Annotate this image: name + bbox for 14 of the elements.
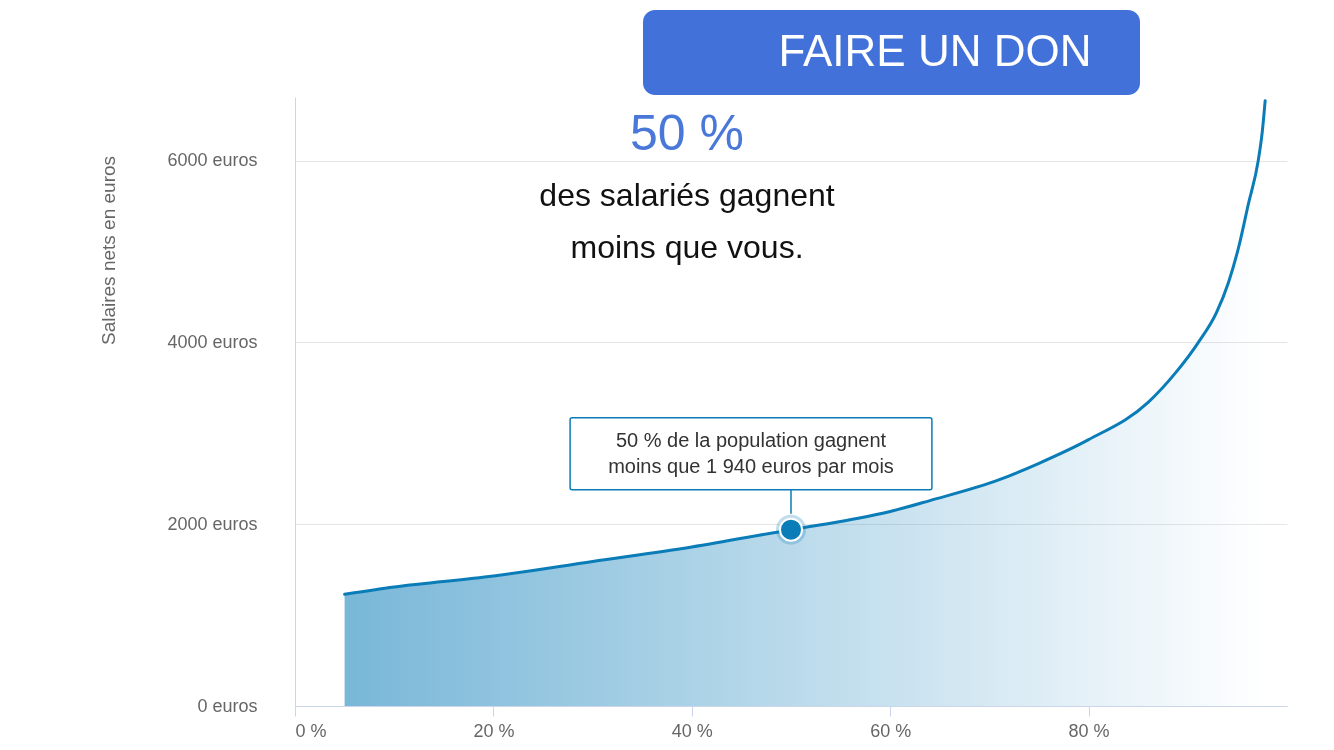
x-tick-label: 40 % [671, 720, 713, 741]
y-tick-label: 4000 euros [167, 331, 258, 352]
y-axis-title: Salaires nets en euros [98, 155, 120, 346]
y-tick-label: 2000 euros [167, 513, 258, 534]
text: FAIRE UN DON [778, 26, 1092, 75]
y-tick-label: 0 euros [197, 695, 258, 716]
x-tick-label: 0 % [295, 720, 327, 741]
y-tick-label: 6000 euros [167, 150, 258, 171]
x-tick-label: 80 % [1068, 720, 1110, 741]
annotation: 50 % de la population gagnent moins que 1 940 euros par mois [608, 428, 894, 477]
annotation: des salariés gagnent moins que vous. [539, 177, 835, 265]
annotation: 50 % [630, 105, 744, 161]
x-tick-label: 20 % [473, 720, 515, 741]
x-tick-label: 60 % [870, 720, 912, 741]
